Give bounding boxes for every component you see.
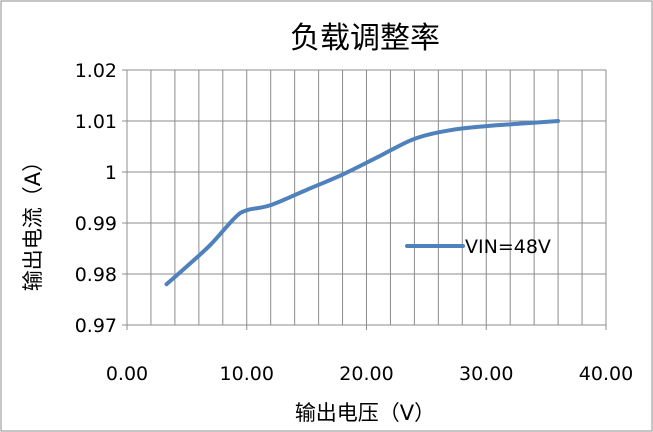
grid <box>127 69 607 325</box>
x-tick-label: 20.00 <box>339 363 393 385</box>
y-tick-label: 0.97 <box>75 315 117 337</box>
legend: VIN=48V <box>405 236 551 258</box>
x-tick-label: 40.00 <box>579 363 633 385</box>
x-axis-label: 输出电压（V） <box>295 401 435 425</box>
x-tick-labels: 0.00 10.00 20.00 30.00 40.00 <box>106 363 633 385</box>
series-layer <box>164 119 561 287</box>
y-tick-label: 1 <box>105 162 117 184</box>
legend-label: VIN=48V <box>465 236 551 258</box>
y-tick-label: 1.01 <box>75 111 117 133</box>
axes <box>122 69 607 330</box>
y-tick-labels: 0.97 0.98 0.99 1 1.01 1.02 <box>75 60 117 337</box>
y-tick-label: 0.98 <box>75 264 117 286</box>
y-tick-label: 1.02 <box>75 60 117 82</box>
chart-title: 负载调整率 <box>290 21 440 56</box>
y-tick-label: 0.99 <box>75 213 117 235</box>
y-axis-label: 输出电流（A） <box>21 151 45 291</box>
x-tick-label: 10.00 <box>220 363 274 385</box>
x-tick-label: 0.00 <box>106 363 148 385</box>
x-tick-label: 30.00 <box>459 363 513 385</box>
series-line <box>164 119 561 287</box>
